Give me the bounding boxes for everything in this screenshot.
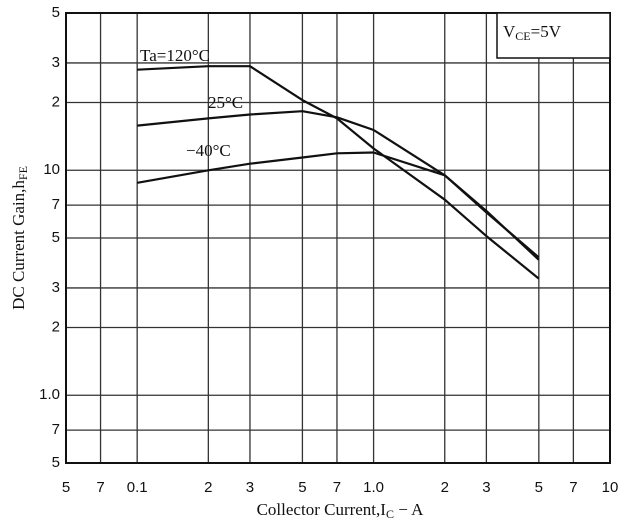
y-tick-label: 5 [52, 4, 60, 21]
series-label: −40°C [186, 141, 231, 160]
x-axis-title-part: Collector Current,I [257, 500, 387, 519]
x-tick-label: 1.0 [363, 479, 384, 496]
x-axis-title-part: C [386, 507, 394, 521]
y-tick-label: 3 [52, 279, 60, 296]
x-tick-label: 5 [535, 479, 543, 496]
x-tick-label: 7 [333, 479, 341, 496]
y-tick-label: 5 [52, 229, 60, 246]
x-tick-label: 2 [204, 479, 212, 496]
x-tick-label: 0.1 [127, 479, 148, 496]
series-label: 25°C [208, 93, 243, 112]
plot-frame [65, 12, 611, 464]
series-line [137, 151, 540, 259]
x-tick-label: 2 [441, 479, 449, 496]
y-tick-label: 7 [52, 196, 60, 213]
y-tick-label: 1.0 [39, 386, 60, 403]
y-axis-title-part: DC Current Gain,h [9, 180, 28, 310]
y-tick-label: 2 [52, 319, 60, 336]
y-axis-title-part: FE [16, 166, 30, 180]
y-tick-label: 5 [52, 454, 60, 471]
y-tick-label: 7 [52, 421, 60, 438]
y-tick-label: 2 [52, 94, 60, 111]
annotation-part: =5V [531, 22, 562, 41]
x-axis-title: Collector Current,IC − A [257, 500, 425, 521]
x-tick-label: 10 [602, 479, 619, 496]
y-axis-title: DC Current Gain,hFE [9, 166, 30, 310]
y-tick-label: 10 [43, 161, 60, 178]
x-tick-label: 3 [246, 479, 254, 496]
x-tick-label: 5 [62, 479, 70, 496]
x-axis-title-part: − A [394, 500, 424, 519]
y-tick-label: 3 [52, 54, 60, 71]
annotation-part: CE [515, 29, 530, 43]
annotation: VCE=5V [503, 22, 562, 43]
annotation-part: V [503, 22, 516, 41]
annotation-box [496, 12, 611, 59]
x-tick-label: 7 [96, 479, 104, 496]
series-label: Ta=120°C [140, 46, 210, 65]
x-tick-label: 5 [298, 479, 306, 496]
x-tick-label: 7 [569, 479, 577, 496]
x-tick-label: 3 [482, 479, 490, 496]
